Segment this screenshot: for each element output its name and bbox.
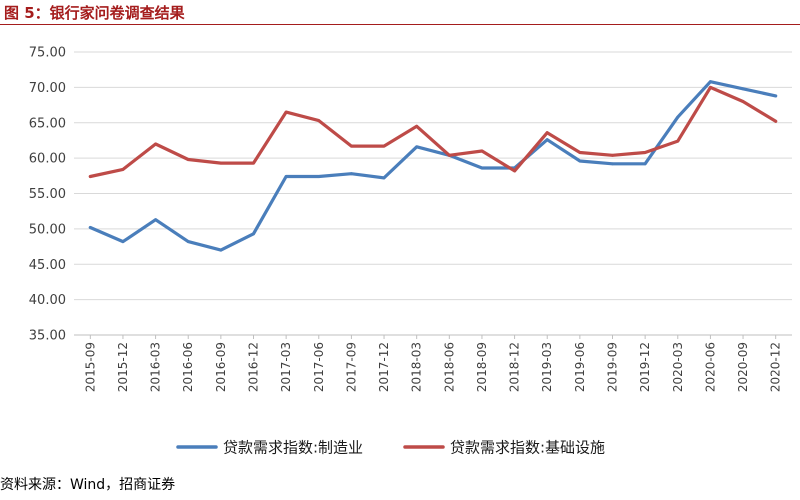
data-point (676, 115, 680, 119)
data-point (219, 248, 223, 252)
x-tick-label: 2019-06 (573, 342, 587, 392)
x-tick-label: 2017-06 (312, 342, 326, 392)
data-point (284, 110, 288, 114)
x-tick-label: 2020-03 (671, 342, 685, 392)
data-point (382, 144, 386, 148)
x-tick-label: 2019-03 (540, 342, 554, 392)
x-tick-label: 2018-12 (508, 342, 522, 392)
x-tick-label: 2016-06 (181, 342, 195, 392)
x-tick-label: 2015-12 (116, 342, 130, 392)
data-point (219, 161, 223, 165)
data-point (88, 226, 92, 229)
data-point (643, 162, 647, 166)
data-point (709, 86, 712, 89)
x-tick-label: 2019-09 (606, 342, 620, 392)
data-point (415, 145, 419, 149)
figure-title: 图 5：银行家问卷调查结果 (4, 4, 185, 22)
series-line-1 (88, 80, 778, 252)
data-point (643, 151, 647, 154)
data-point (186, 158, 190, 161)
x-tick-label: 2016-09 (214, 342, 228, 392)
y-tick-label: 45.00 (29, 258, 66, 273)
series-lines (88, 80, 778, 252)
data-point (350, 144, 353, 148)
data-point (611, 162, 614, 166)
data-point (774, 94, 778, 98)
data-point (350, 172, 353, 176)
x-tick-label: 2019-12 (638, 342, 652, 392)
x-tick-label: 2017-03 (279, 342, 293, 392)
data-point (121, 240, 125, 244)
y-tick-label: 75.00 (29, 46, 66, 61)
data-point (545, 131, 549, 135)
y-tick-label: 40.00 (29, 293, 66, 308)
data-point (709, 80, 712, 84)
data-point (480, 166, 484, 170)
y-tick-label: 55.00 (29, 187, 66, 202)
x-tick-label: 2015-09 (83, 342, 97, 392)
x-tick-label: 2018-09 (475, 342, 489, 392)
data-point (121, 168, 125, 171)
source-note: 资料来源：Wind，招商证券 (0, 477, 176, 493)
gridlines (74, 51, 792, 336)
x-tick-label: 2016-12 (247, 342, 261, 392)
data-point (741, 100, 745, 103)
y-tick-label: 35.00 (29, 329, 66, 344)
data-point (741, 87, 745, 91)
x-tick-label: 2020-06 (703, 342, 717, 392)
data-point (252, 161, 255, 165)
series-line-2 (88, 85, 778, 179)
y-tick-label: 50.00 (29, 222, 66, 237)
line-chart: 35.00 40.00 45.00 50.00 55.00 60.00 65.00 70.00… (29, 46, 792, 457)
x-tick-label: 2018-06 (442, 342, 456, 392)
data-point (317, 175, 321, 178)
legend: 贷款需求指数:制造业 贷款需求指数:基础设施 (176, 439, 605, 457)
data-point (480, 149, 484, 153)
x-tick-label: 2018-03 (410, 342, 424, 392)
data-point (382, 176, 386, 180)
data-point (186, 240, 190, 244)
y-tick-label: 70.00 (29, 81, 66, 96)
legend-label: 贷款需求指数:基础设施 (450, 439, 605, 457)
x-tick-label: 2020-12 (769, 342, 783, 392)
data-point (578, 151, 582, 154)
data-point (447, 153, 451, 157)
data-point (415, 124, 419, 128)
y-tick-label: 60.00 (29, 152, 66, 167)
x-axis-ticks: 2015-09 2015-12 2016-03 2016-06 2016-09 2016-… (83, 335, 783, 392)
data-point (545, 138, 549, 142)
data-point (611, 153, 614, 157)
x-tick-label: 2016-03 (149, 342, 163, 392)
data-point (317, 119, 321, 122)
x-tick-label: 2017-12 (377, 342, 391, 392)
x-tick-label: 2020-09 (736, 342, 750, 392)
data-point (88, 175, 92, 178)
data-point (154, 142, 158, 146)
data-point (578, 159, 582, 163)
legend-label: 贷款需求指数:制造业 (223, 439, 363, 457)
title-divider (0, 24, 800, 25)
data-point (154, 218, 158, 222)
data-point (774, 119, 778, 123)
y-tick-label: 65.00 (29, 116, 66, 131)
y-axis-ticks: 35.00 40.00 45.00 50.00 55.00 60.00 65.00 70.00… (29, 46, 66, 344)
data-point (513, 169, 516, 173)
data-point (284, 175, 288, 178)
data-point (676, 139, 680, 143)
x-tick-label: 2017-09 (344, 342, 358, 392)
data-point (252, 232, 255, 236)
